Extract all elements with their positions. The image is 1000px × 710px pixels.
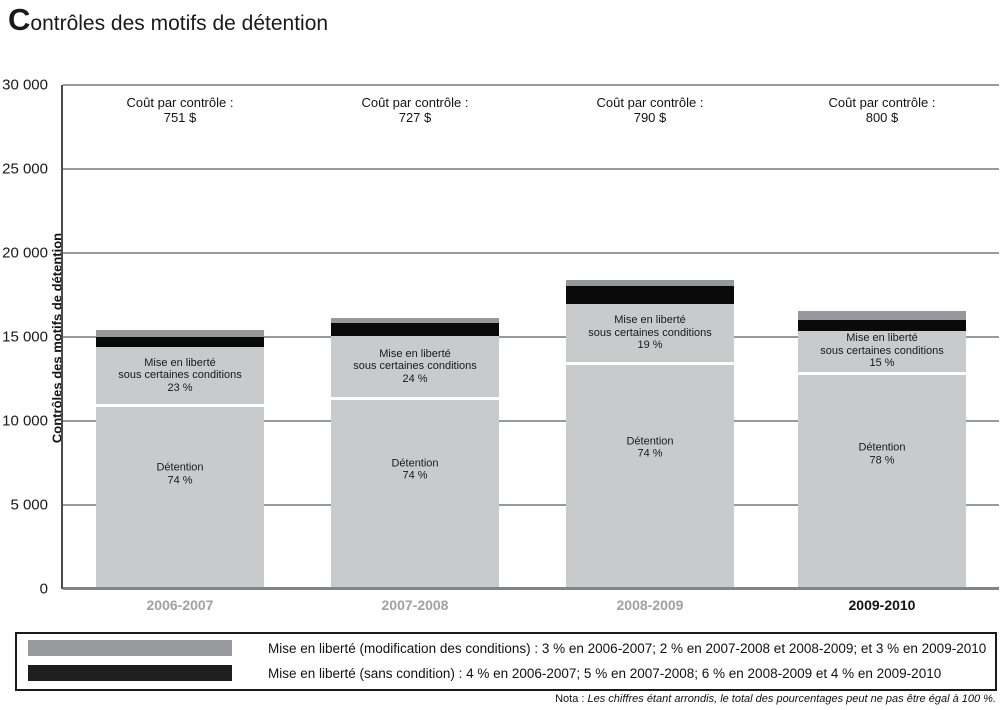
y-tick-label: 15 000 [2, 328, 48, 346]
y-tick-label: 10 000 [2, 412, 48, 430]
detention-label: Détention 78 % [798, 442, 966, 467]
x-axis-line [63, 587, 999, 590]
segment-release-no-condition [331, 323, 499, 336]
cost-annotation-label: Coût par contrôle : [126, 95, 234, 110]
cost-annotation-value: 800 $ [865, 110, 899, 125]
cost-annotation-label: Coût par contrôle : [361, 95, 469, 110]
legend-box: Mise en liberté (modification des condit… [15, 632, 997, 691]
label-line: 74 % [402, 469, 428, 482]
legend-swatch-no-condition [28, 665, 232, 681]
segment-release-no-condition [798, 319, 966, 331]
y-tick-label: 30 000 [2, 76, 48, 94]
plot-area: Mise en liberté sous certaines conditions… [61, 84, 999, 613]
label-line: 74 % [637, 447, 663, 460]
label-line: Détention [626, 435, 674, 448]
detention-label: Détention 74 % [331, 457, 499, 482]
nota-text: Les chiffres étant arrondis, le total de… [587, 693, 996, 705]
label-line: 15 % [869, 357, 895, 370]
label-line: Détention [156, 461, 204, 474]
y-tick-label: 20 000 [2, 244, 48, 262]
cost-annotation-value: 751 $ [163, 110, 197, 125]
segment-release-with-conditions: Mise en liberté sous certaines conditions… [96, 347, 264, 404]
label-line: Mise en liberté [379, 347, 451, 360]
release-with-conditions-label: Mise en liberté sous certaines conditions… [588, 314, 712, 352]
legend-item: Mise en liberté (sans condition) : 4 % e… [28, 665, 941, 681]
segment-release-with-conditions: Mise en liberté sous certaines conditions… [331, 335, 499, 398]
bar-2009-2010: Mise en liberté sous certaines conditions… [798, 311, 966, 589]
cost-annotation: Coût par contrôle :790 $ [566, 95, 734, 125]
segment-separator [566, 361, 734, 365]
segment-detention: Détention 74 % [566, 364, 734, 589]
segment-detention: Détention 78 % [798, 374, 966, 589]
page-title: Contrôles des motifs de détention [8, 2, 328, 38]
gridline [63, 252, 999, 254]
x-axis-label-2006-2007: 2006-2007 [146, 597, 214, 613]
gridline [63, 336, 999, 338]
legend-swatch-modified-conditions [28, 640, 232, 656]
x-axis-label-2007-2008: 2007-2008 [381, 597, 449, 613]
bar-2006-2007: Mise en liberté sous certaines conditions… [96, 329, 264, 589]
segment-release-modified-conditions [798, 311, 966, 320]
gridline [63, 168, 999, 170]
label-line: sous certaines conditions [820, 344, 944, 357]
label-line: Détention [858, 441, 906, 454]
label-line: 78 % [869, 454, 895, 466]
y-tick-label: 5 000 [10, 496, 48, 514]
y-tick-label: 0 [39, 580, 48, 598]
gridline [63, 420, 999, 422]
y-tick-label: 25 000 [2, 160, 48, 178]
legend-item: Mise en liberté (modification des condit… [28, 640, 986, 656]
cost-annotation-label: Coût par contrôle : [828, 95, 936, 110]
title-initial: C [8, 2, 31, 37]
bar-2008-2009: Mise en liberté sous certaines conditions… [566, 280, 734, 589]
x-axis-label-2008-2009: 2008-2009 [616, 597, 684, 613]
release-with-conditions-label: Mise en liberté sous certaines conditions… [820, 332, 944, 370]
cost-annotation-value: 727 $ [398, 110, 432, 125]
label-line: sous certaines conditions [588, 326, 712, 339]
cost-annotation: Coût par contrôle :727 $ [331, 95, 499, 125]
label-line: 19 % [637, 339, 663, 352]
segment-release-with-conditions: Mise en liberté sous certaines conditions… [798, 330, 966, 372]
cost-annotation-value: 790 $ [633, 110, 667, 125]
segment-separator [96, 403, 264, 407]
segment-detention: Détention 74 % [96, 406, 264, 589]
segment-release-with-conditions: Mise en liberté sous certaines conditions… [566, 304, 734, 362]
segment-release-no-condition [96, 337, 264, 348]
segment-release-no-condition [566, 286, 734, 305]
gridline [63, 84, 999, 87]
label-line: Mise en liberté [144, 356, 216, 369]
legend-item-text: Mise en liberté (sans condition) : 4 % e… [268, 665, 942, 681]
segment-release-modified-conditions [96, 329, 264, 338]
detention-label: Détention 74 % [566, 435, 734, 460]
cost-annotation: Coût par contrôle :800 $ [798, 95, 966, 125]
segment-release-modified-conditions [566, 280, 734, 287]
nota: Nota : Les chiffres étant arrondis, le t… [555, 693, 996, 705]
segment-separator [331, 397, 499, 401]
segment-release-modified-conditions [331, 318, 499, 324]
release-with-conditions-label: Mise en liberté sous certaines conditions… [353, 348, 477, 386]
gridline [63, 504, 999, 506]
label-line: Mise en liberté [614, 314, 686, 327]
label-line: 23 % [167, 381, 193, 394]
label-line: 24 % [402, 372, 428, 385]
y-axis-tick-labels: 0 5 000 10 000 15 000 20 000 25 000 30 000 [0, 77, 48, 598]
x-axis-label-2009-2010: 2009-2010 [848, 597, 916, 613]
nota-prefix: Nota : [555, 693, 585, 705]
segment-separator [798, 371, 966, 375]
y-axis-line [61, 85, 63, 589]
legend-item-text: Mise en liberté (modification des condit… [268, 640, 987, 656]
bar-2007-2008: Mise en liberté sous certaines conditions… [331, 318, 499, 589]
label-line: 74 % [167, 474, 193, 487]
label-line: Détention [391, 457, 439, 470]
detention-label: Détention 74 % [96, 462, 264, 487]
release-with-conditions-label: Mise en liberté sous certaines conditions… [118, 357, 242, 395]
label-line: sous certaines conditions [353, 360, 477, 373]
label-line: Mise en liberté [846, 332, 918, 345]
segment-detention: Détention 74 % [331, 400, 499, 589]
cost-annotation: Coût par contrôle :751 $ [96, 95, 264, 125]
cost-annotation-label: Coût par contrôle : [596, 95, 704, 110]
title-rest: ontrôles des motifs de détention [30, 12, 329, 35]
label-line: sous certaines conditions [118, 369, 242, 382]
